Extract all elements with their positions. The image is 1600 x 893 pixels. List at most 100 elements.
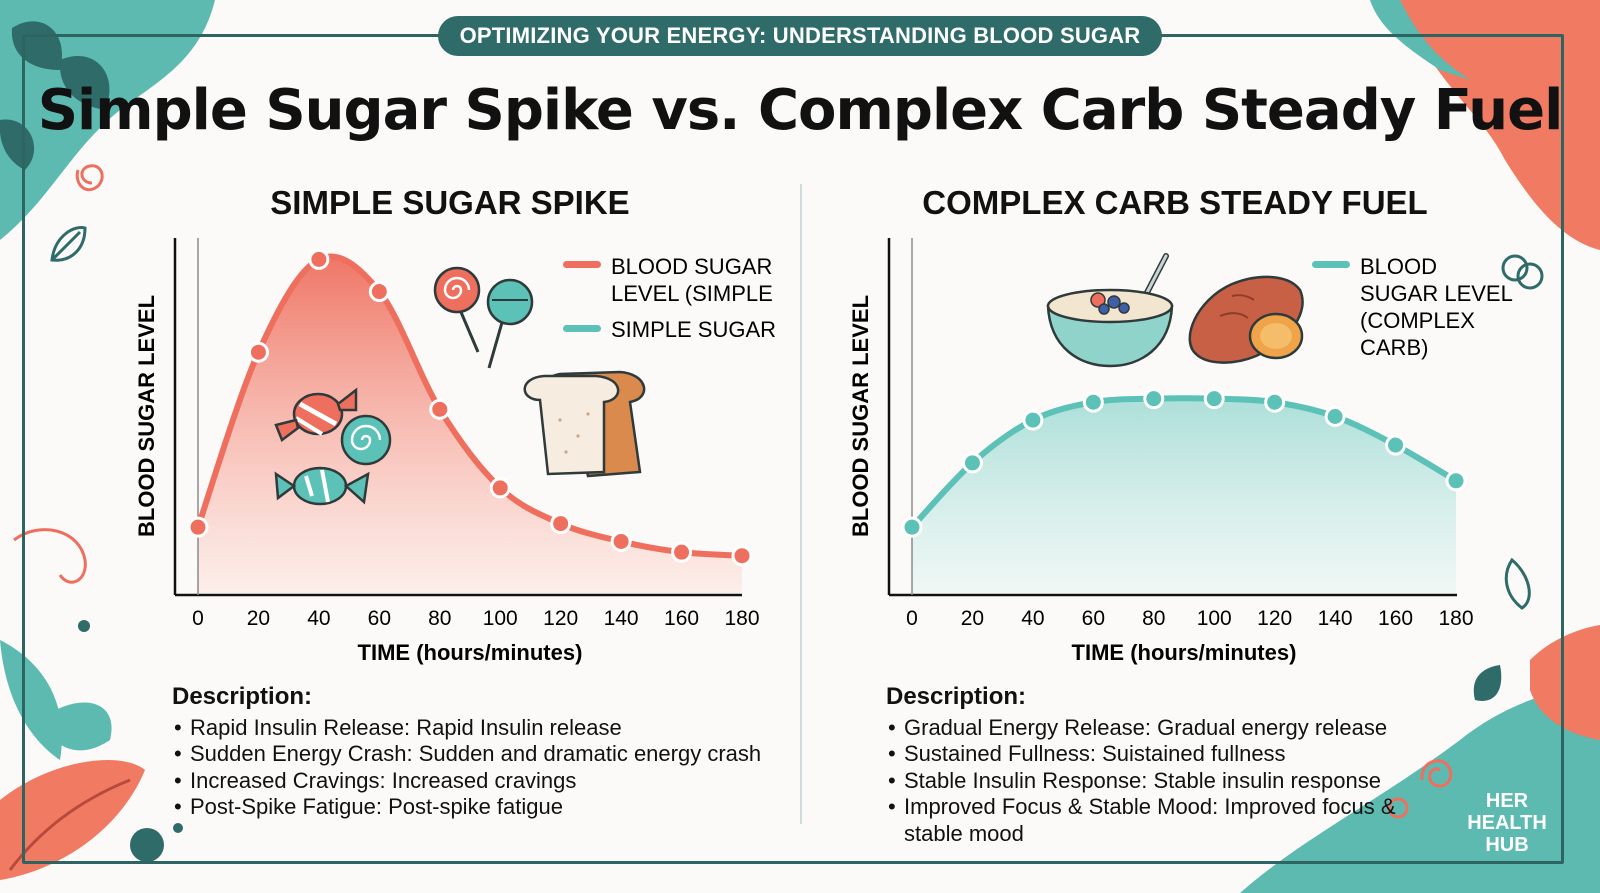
- right-area-fill: [912, 398, 1456, 593]
- oatmeal-bowl-icon: [1046, 253, 1174, 368]
- right-x-tick-label: 60: [1082, 607, 1105, 630]
- right-x-tick-label: 80: [1142, 607, 1165, 630]
- left-x-tick-label: 20: [247, 607, 270, 630]
- legend-label-blood-sugar-complex: BLOOD SUGAR LEVEL (COMPLEX CARB): [1360, 254, 1513, 360]
- right-x-axis-label: TIME (hours/minutes): [1072, 640, 1297, 665]
- panel-divider: [800, 184, 802, 824]
- right-data-point-80: [1143, 388, 1165, 410]
- legend-label-simple-sugar: SIMPLE SUGAR: [611, 317, 776, 342]
- right-x-tick-label: 100: [1197, 607, 1232, 630]
- left-data-point-100: [489, 477, 511, 499]
- legend-swatch-simple-sugar: [563, 325, 601, 332]
- left-x-axis-label: TIME (hours/minutes): [358, 640, 583, 665]
- right-x-tick-label: 40: [1021, 607, 1044, 630]
- left-description: Description: Rapid Insulin Release: Rapi…: [172, 683, 761, 821]
- top-right-teal-shape: [1370, 0, 1470, 80]
- right-data-point-0: [901, 516, 923, 538]
- right-x-tick-label: 180: [1438, 607, 1473, 630]
- list-item: Increased Cravings: Increased cravings: [172, 768, 761, 795]
- left-data-point-20: [247, 341, 269, 363]
- left-area-fill: [198, 256, 742, 593]
- legend-label-blood-sugar: BLOOD SUGAR LEVEL (SIMPLE: [611, 254, 773, 306]
- left-y-axis-label: BLOOD SUGAR LEVEL: [134, 295, 159, 537]
- bottom-right-coral: [1530, 625, 1600, 740]
- left-data-point-0: [187, 516, 209, 538]
- left-data-point-80: [429, 398, 451, 420]
- leaf-stem: [8, 778, 131, 871]
- left-x-tick-label: 100: [483, 607, 518, 630]
- left-x-tick-label: 80: [428, 607, 451, 630]
- right-data-point-160: [1385, 434, 1407, 456]
- swirl-candy-icon: [340, 414, 392, 466]
- left-data-point-120: [550, 513, 572, 535]
- ring-icon: [1516, 262, 1544, 290]
- left-data-point-160: [671, 541, 693, 563]
- dot: [78, 620, 90, 632]
- right-chart-title: COMPLEX CARB STEADY FUEL: [922, 184, 1428, 221]
- list-item: Sudden Energy Crash: Sudden and dramatic…: [172, 741, 761, 768]
- wrapped-candy-icon: [274, 466, 370, 506]
- legend-swatch-blood-sugar-complex: [1312, 261, 1350, 268]
- list-item: Sustained Fullness: Suistained fullness: [886, 741, 1426, 768]
- right-description-list: Gradual Energy Release: Gradual energy r…: [886, 715, 1426, 848]
- leaf-icon: [1504, 557, 1531, 610]
- right-data-point-140: [1324, 406, 1346, 427]
- right-data-point-120: [1264, 391, 1286, 413]
- right-x-tick-label: 20: [961, 607, 984, 630]
- brand-line: HEALTH: [1467, 812, 1547, 834]
- right-description: Description: Gradual Energy Release: Gra…: [886, 683, 1426, 848]
- legend-swatch-blood-sugar: [563, 261, 601, 268]
- left-description-heading: Description:: [172, 683, 313, 710]
- list-item: Improved Focus & Stable Mood: Improved f…: [886, 794, 1426, 847]
- list-item: Stable Insulin Response: Stable insulin …: [886, 768, 1426, 795]
- ring-icon: [1501, 254, 1529, 282]
- right-chart: 0 20 40 60 80 100 120 140 160 180 BLOOD SUGAR LEV…: [848, 238, 1513, 665]
- leaf-icon: [50, 225, 87, 262]
- swirl-icon: [13, 528, 87, 584]
- page-title: Simple Sugar Spike vs. Complex Carb Stea…: [37, 78, 1564, 143]
- right-data-point-60: [1082, 391, 1104, 413]
- right-data-point-20: [961, 452, 983, 474]
- left-data-point-140: [610, 530, 632, 552]
- swirl-icon: [75, 164, 104, 192]
- right-series-line: [909, 395, 1459, 531]
- right-data-point-40: [1022, 409, 1044, 431]
- left-description-list: Rapid Insulin Release: Rapid Insulin rel…: [172, 715, 761, 821]
- leaf-icon: [59, 56, 110, 110]
- list-item: Rapid Insulin Release: Rapid Insulin rel…: [172, 715, 761, 742]
- left-x-tick-label: 120: [543, 607, 578, 630]
- left-data-point-40: [308, 248, 330, 270]
- leaf-icon: [1473, 665, 1502, 701]
- right-data-point-180: [1445, 470, 1467, 492]
- left-x-tick-label: 160: [664, 607, 699, 630]
- left-x-tick-label: 140: [604, 607, 639, 630]
- leaf-icon: [0, 119, 35, 170]
- right-x-tick-label: 120: [1257, 607, 1292, 630]
- bread-loaf-icon: [523, 370, 646, 478]
- left-chart-title: SIMPLE SUGAR SPIKE: [270, 184, 630, 221]
- brand-line: HUB: [1485, 834, 1529, 856]
- top-right-blob: [1400, 0, 1600, 250]
- left-x-tick-label: 0: [192, 607, 204, 630]
- dot: [130, 828, 164, 862]
- list-item: Post-Spike Fatigue: Post-spike fatigue: [172, 794, 761, 821]
- leaf-icon: [40, 702, 112, 751]
- left-chart: 0 20 40 60 80 100 120 140 160 180 BLOOD SUGAR LEV…: [134, 238, 776, 665]
- left-data-point-180: [731, 545, 753, 567]
- left-x-tick-label: 40: [307, 607, 330, 630]
- top-banner: OPTIMIZING YOUR ENERGY: UNDERSTANDING BL…: [438, 16, 1162, 56]
- lollipop-icon: [433, 266, 481, 353]
- left-x-tick-label: 60: [368, 607, 391, 630]
- swirl-icon: [1420, 759, 1453, 788]
- right-y-axis-label: BLOOD SUGAR LEVEL: [848, 295, 873, 537]
- lollipop-icon: [486, 278, 534, 369]
- left-data-point-60: [368, 281, 390, 303]
- dot: [173, 823, 183, 833]
- right-x-tick-label: 160: [1378, 607, 1413, 630]
- wrapped-candy-icon: [274, 387, 358, 442]
- brand-logo: HER HEALTH HUB: [1462, 790, 1552, 856]
- left-x-tick-label: 180: [724, 607, 759, 630]
- list-item: Gradual Energy Release: Gradual energy r…: [886, 715, 1426, 742]
- brand-line: HER: [1485, 790, 1529, 812]
